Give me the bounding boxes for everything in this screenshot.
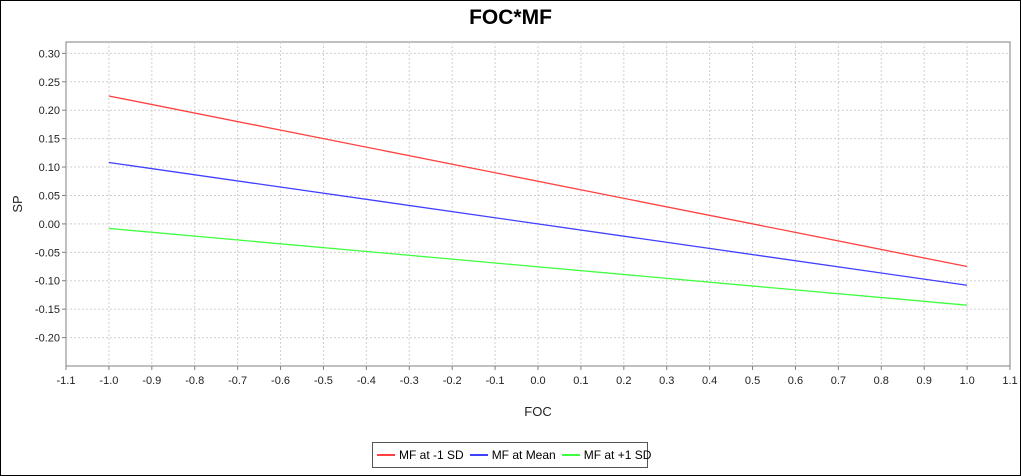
x-tick-label: 0.2 [616, 375, 631, 387]
x-tick-label: 0.7 [831, 375, 846, 387]
plot-area: -1.1 -1.0 -0.9 -0.8 -0.7 -0.6 -0.5 -0.4 -0.3 -0.2… [10, 41, 1018, 419]
y-tick-label: -0.20 [35, 333, 60, 345]
y-tick-label: 0.05 [39, 190, 60, 202]
series-lines [108, 95, 968, 306]
y-tick-label: -0.05 [35, 247, 60, 259]
y-tick-label: -0.10 [35, 276, 60, 288]
series-line-2 [108, 227, 968, 306]
series-line-0 [108, 95, 968, 268]
legend-swatch [561, 454, 580, 456]
legend-label: MF at Mean [491, 448, 556, 462]
x-tick-label: 0.4 [702, 375, 717, 387]
chart-title: FOC*MF [469, 6, 552, 29]
legend-swatch [377, 454, 395, 456]
x-tick-label: -1.1 [57, 375, 76, 387]
x-axis-label: FOC [524, 404, 551, 419]
series-line-1 [108, 161, 968, 286]
x-tick-label: -0.8 [185, 375, 204, 387]
x-tick-label: -0.2 [443, 375, 462, 387]
x-axis-ticks: -1.1 -1.0 -0.9 -0.8 -0.7 -0.6 -0.5 -0.4 -0.3 -0.2… [57, 366, 1018, 387]
y-axis-label: SP [10, 195, 25, 212]
x-tick-label: -0.1 [486, 375, 505, 387]
y-tick-label: 0.30 [39, 48, 60, 60]
legend-item-plus-1sd: MF at +1 SD [561, 448, 652, 462]
x-tick-label: 0.3 [659, 375, 674, 387]
y-tick-label: 0.10 [39, 162, 60, 174]
x-tick-label: 1.1 [1002, 375, 1017, 387]
y-tick-label: 0.15 [39, 134, 60, 146]
x-tick-label: -0.5 [314, 375, 333, 387]
x-tick-label: -1.0 [99, 375, 118, 387]
legend-item-minus-1sd: MF at -1 SD [377, 448, 464, 462]
x-tick-label: 0.5 [745, 375, 760, 387]
x-tick-label: -0.7 [228, 375, 247, 387]
y-tick-label: -0.15 [35, 304, 60, 316]
y-tick-label: 0.00 [39, 219, 60, 231]
legend: MF at -1 SD MF at Mean MF at +1 SD [372, 442, 651, 468]
x-tick-label: -0.9 [142, 375, 161, 387]
x-tick-label: -0.4 [357, 375, 376, 387]
x-tick-label: -0.6 [271, 375, 290, 387]
x-tick-label: 0.8 [874, 375, 889, 387]
legend-swatch [469, 454, 488, 456]
x-tick-label: 0.0 [530, 375, 545, 387]
legend-item-mean: MF at Mean [469, 448, 556, 462]
x-tick-label: -0.3 [400, 375, 419, 387]
legend-label: MF at -1 SD [399, 448, 464, 462]
y-axis-ticks: 0.30 0.25 0.20 0.15 0.10 0.05 0.00 -0.05 -0.10 -0… [35, 48, 66, 345]
x-tick-label: 0.9 [917, 375, 932, 387]
legend-label: MF at +1 SD [583, 448, 652, 462]
gridlines [66, 42, 1010, 366]
x-tick-label: 1.0 [959, 375, 974, 387]
y-tick-label: 0.20 [39, 105, 60, 117]
x-tick-label: 0.6 [788, 375, 803, 387]
y-tick-label: 0.25 [39, 77, 60, 89]
x-tick-label: 0.1 [573, 375, 588, 387]
